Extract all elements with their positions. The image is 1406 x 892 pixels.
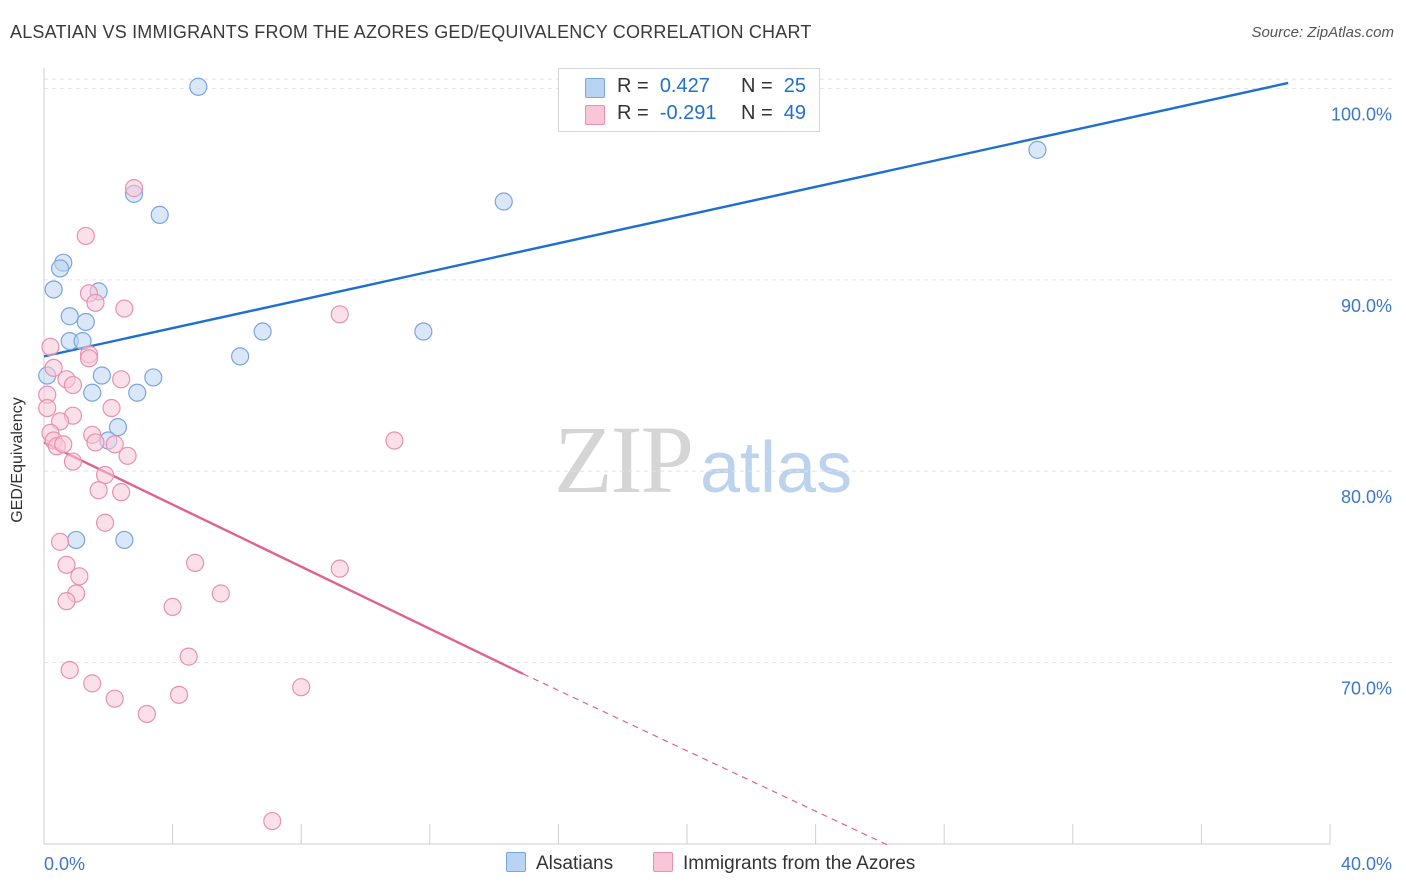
axes [43,68,1331,845]
azores-point [124,179,144,198]
legend-r-label: R = [617,102,649,124]
legend-swatch-blue [585,78,605,98]
legend-n-value: 25 [783,75,806,97]
grid [44,78,1392,663]
azores-point [330,305,349,324]
legend-n-label: N = [740,102,773,124]
alsatians-point [67,530,86,550]
bottom-legend-swatch-pink [653,852,673,872]
azores-point [263,811,282,831]
azores-point [86,433,105,452]
azores-point [137,704,156,724]
azores-point [89,481,108,500]
azores-point [211,584,230,603]
y-tick-label: 100.0% [1331,105,1392,125]
y-tick-label: 80.0% [1341,487,1392,507]
azores-point [41,337,60,356]
azores-point [79,349,99,368]
alsatians-point [150,205,169,224]
alsatians-point [50,259,70,278]
azores-point [86,293,105,312]
azores-point [292,678,311,697]
alsatians-point [128,383,147,402]
legend-r-value: 0.427 [659,75,710,97]
azores-point [105,435,124,454]
azores-point [76,226,95,246]
azores-point [112,483,131,502]
alsatians-point [231,347,250,366]
alsatians-point [115,530,134,550]
azores-point [102,398,121,418]
watermark-atlas: atlas [700,428,853,508]
azores-point [95,465,115,485]
azores-point [169,685,189,704]
bottom-legend-alsatians: Alsatians [506,852,613,875]
azores-point [44,358,63,377]
azores-point [115,299,134,318]
azores-point [38,398,57,418]
alsatians-point [253,322,272,341]
bottom-legend-azores: Immigrants from the Azores [653,852,915,875]
azores-point [95,513,115,532]
alsatians-point [189,77,208,96]
alsatians-point [60,307,79,326]
alsatians-point [494,192,513,211]
source-label: Source: ZipAtlas.com [1251,24,1394,41]
y-tick-label: 70.0% [1341,678,1392,698]
azores-point [105,689,124,708]
azores-point [70,567,89,586]
alsatians-point [83,383,102,402]
alsatians-trend-line [43,81,1289,358]
azores-point [63,452,83,471]
x-tick-label: 0.0% [44,854,85,874]
alsatians-point [76,312,95,332]
azores-point [83,674,102,693]
watermark: ZIP atlas [554,404,852,515]
legend-text: R = 0.427 N = 25 [617,75,806,98]
y-axis-label: GED/Equivalency [9,397,26,523]
azores-point [385,431,404,450]
y-tick-label: 90.0% [1341,296,1392,316]
alsatians-point [144,368,163,387]
legend-n-label: N = [740,75,773,97]
azores-trend-extension [522,673,890,847]
azores-point [60,660,79,680]
legend-text: R = -0.291 N = 49 [617,102,806,125]
azores-point [118,446,137,465]
alsatians-point [414,322,433,341]
bottom-legend-swatch-blue [506,852,526,872]
azores-point [163,597,182,616]
chart-title: ALSATIAN VS IMMIGRANTS FROM THE AZORES G… [10,22,812,42]
alsatians-point [1028,140,1047,159]
trend-lines [43,81,1289,847]
bottom-legend-label: Alsatians [536,853,614,874]
legend-n-value: 49 [783,102,806,124]
alsatians-point [92,366,111,385]
legend-swatch-pink [585,105,605,125]
azores-point [57,555,76,574]
alsatians-point [108,418,128,437]
azores-point [54,435,73,454]
legend-r-label: R = [617,75,649,97]
tick-labels: 100.0% 90.0% 80.0% 70.0% 0.0% 40.0% [44,105,1392,874]
azores-point [330,559,349,578]
azores-point [63,375,83,395]
correlation-legend: R = 0.427 N = 25 R = -0.291 N = 49 [558,68,820,132]
x-tick-label: 40.0% [1341,854,1392,874]
data-points [38,77,1047,831]
alsatians-point [44,280,63,299]
azores-trend-line [43,441,524,675]
azores-point [50,532,70,551]
watermark-zip: ZIP [554,406,694,513]
azores-point [57,592,76,611]
azores-point [186,553,205,573]
azores-point [179,647,198,666]
azores-point [112,370,131,389]
legend-r-value: -0.291 [659,102,717,124]
bottom-legend-label: Immigrants from the Azores [683,853,916,874]
